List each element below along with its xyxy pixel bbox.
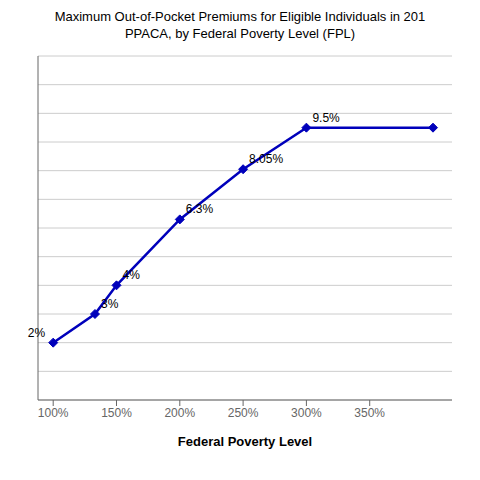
svg-text:2%: 2% bbox=[28, 326, 46, 340]
svg-text:200%: 200% bbox=[164, 406, 195, 420]
html-text:PPACA, by Federal Poverty Leve: PPACA, by Federal Poverty Level (FPL) bbox=[124, 26, 356, 41]
svg-text:300%: 300% bbox=[291, 406, 322, 420]
svg-text:4%: 4% bbox=[122, 268, 140, 282]
svg-text:9.5%: 9.5% bbox=[312, 111, 340, 125]
svg-text:3%: 3% bbox=[101, 297, 119, 311]
svg-text:8.05%: 8.05% bbox=[249, 152, 283, 166]
svg-text:250%: 250% bbox=[228, 406, 259, 420]
svg-text:Federal Poverty Level: Federal Poverty Level bbox=[178, 434, 312, 449]
html-text:Maximum Out-of-Pocket Premiums: Maximum Out-of-Pocket Premiums for Eligi… bbox=[54, 9, 426, 24]
svg-text:350%: 350% bbox=[354, 406, 385, 420]
svg-text:150%: 150% bbox=[101, 406, 132, 420]
svg-text:100%: 100% bbox=[38, 406, 69, 420]
svg-text:6.3%: 6.3% bbox=[186, 202, 214, 216]
